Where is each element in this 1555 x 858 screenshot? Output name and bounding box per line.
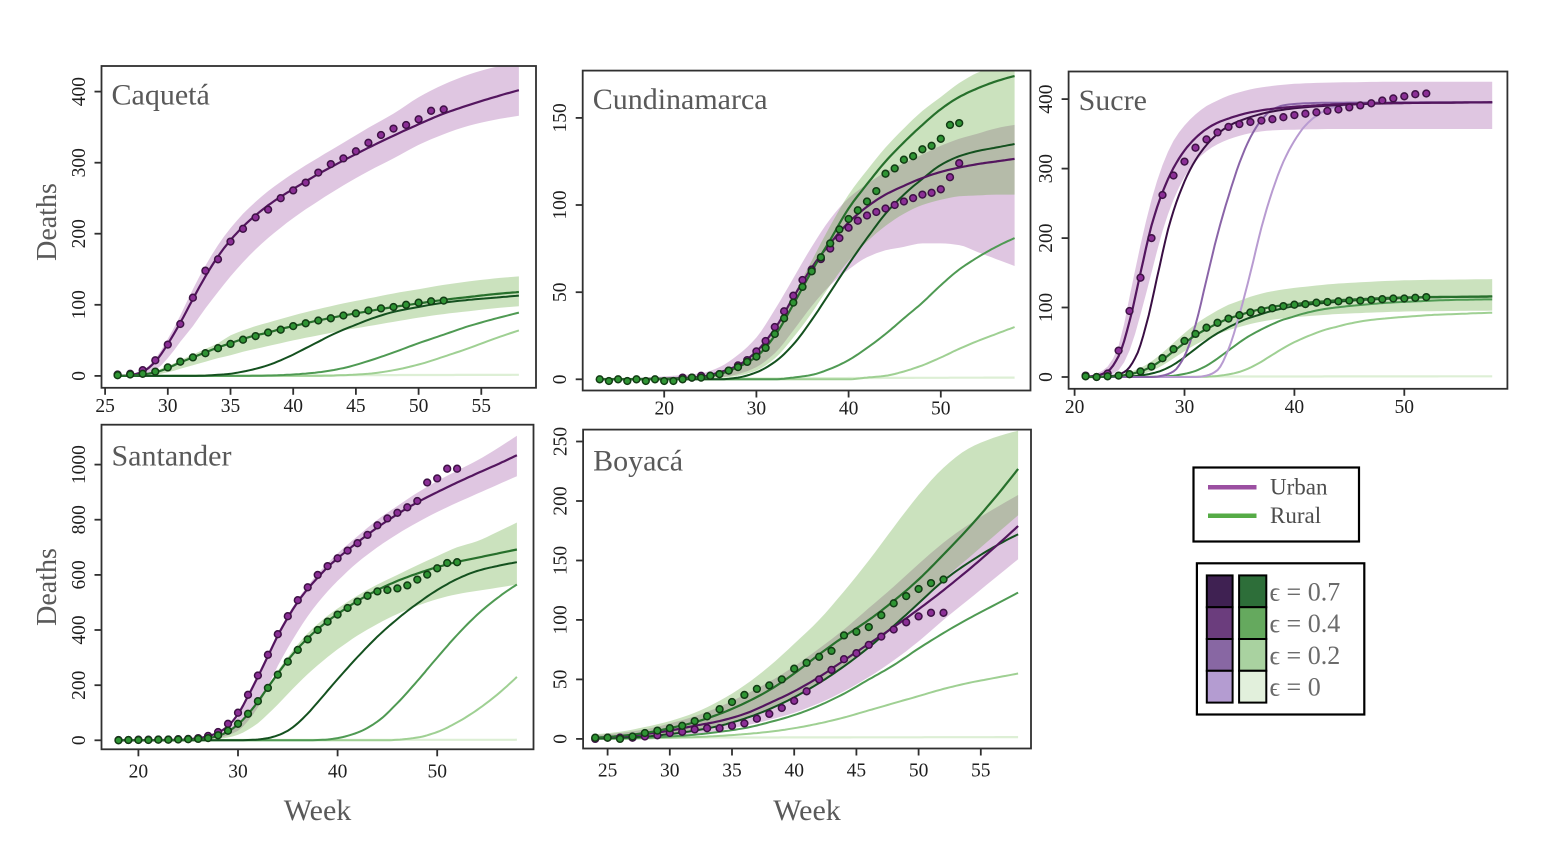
svg-text:30: 30	[660, 761, 680, 782]
svg-text:50: 50	[931, 399, 951, 420]
svg-text:50: 50	[409, 396, 429, 417]
svg-text:0: 0	[1036, 372, 1057, 382]
svg-text:Sucre: Sucre	[1079, 84, 1147, 117]
svg-text:400: 400	[1036, 84, 1057, 113]
svg-text:400: 400	[69, 615, 90, 644]
svg-text:800: 800	[69, 505, 90, 534]
svg-text:50: 50	[1395, 397, 1415, 418]
svg-text:200: 200	[69, 671, 90, 700]
svg-text:40: 40	[784, 761, 804, 782]
svg-text:ϵ = 0.7: ϵ = 0.7	[1270, 577, 1341, 606]
svg-text:1000: 1000	[69, 445, 90, 484]
svg-text:Cundinamarca: Cundinamarca	[593, 83, 768, 116]
svg-text:150: 150	[550, 103, 571, 132]
svg-text:Deaths: Deaths	[32, 548, 63, 626]
svg-text:Rural: Rural	[1270, 503, 1321, 528]
svg-text:40: 40	[1285, 397, 1305, 418]
svg-text:Deaths: Deaths	[32, 183, 63, 261]
svg-text:50: 50	[909, 761, 929, 782]
svg-text:35: 35	[722, 761, 742, 782]
svg-text:50: 50	[550, 282, 571, 302]
svg-text:30: 30	[1175, 397, 1195, 418]
svg-text:300: 300	[1036, 154, 1057, 183]
svg-text:30: 30	[228, 761, 248, 782]
svg-text:30: 30	[158, 396, 178, 417]
svg-text:100: 100	[550, 190, 571, 219]
svg-text:25: 25	[598, 761, 618, 782]
svg-text:ϵ = 0: ϵ = 0	[1270, 673, 1321, 702]
svg-text:200: 200	[69, 219, 90, 248]
svg-text:35: 35	[221, 396, 241, 417]
svg-text:55: 55	[472, 396, 492, 417]
svg-text:55: 55	[971, 761, 991, 782]
svg-text:20: 20	[654, 399, 674, 420]
svg-text:40: 40	[283, 396, 303, 417]
svg-text:ϵ = 0.4: ϵ = 0.4	[1270, 609, 1341, 638]
svg-text:50: 50	[427, 761, 447, 782]
svg-text:Week: Week	[773, 794, 841, 827]
svg-text:100: 100	[69, 290, 90, 319]
svg-text:400: 400	[69, 77, 90, 106]
svg-text:Santander: Santander	[112, 440, 232, 473]
svg-text:45: 45	[847, 761, 867, 782]
svg-text:Boyacá: Boyacá	[593, 445, 683, 478]
svg-text:ϵ = 0.2: ϵ = 0.2	[1270, 641, 1341, 670]
svg-text:150: 150	[551, 546, 572, 575]
svg-text:Urban: Urban	[1270, 475, 1328, 500]
svg-text:30: 30	[747, 399, 767, 420]
svg-text:250: 250	[551, 427, 572, 456]
svg-text:45: 45	[346, 396, 366, 417]
svg-text:Week: Week	[284, 794, 352, 827]
svg-text:100: 100	[1036, 293, 1057, 322]
svg-text:0: 0	[69, 735, 90, 745]
svg-text:25: 25	[95, 396, 115, 417]
svg-text:40: 40	[839, 399, 859, 420]
svg-text:50: 50	[551, 670, 572, 690]
svg-text:0: 0	[550, 374, 571, 384]
svg-text:20: 20	[129, 761, 149, 782]
svg-text:200: 200	[551, 486, 572, 515]
svg-text:600: 600	[69, 560, 90, 589]
svg-text:0: 0	[69, 371, 90, 381]
svg-text:20: 20	[1065, 397, 1085, 418]
svg-text:200: 200	[1036, 223, 1057, 252]
svg-text:100: 100	[551, 605, 572, 634]
svg-text:40: 40	[328, 761, 348, 782]
svg-text:0: 0	[551, 734, 572, 744]
svg-text:Caquetá: Caquetá	[112, 79, 210, 112]
svg-text:300: 300	[69, 148, 90, 177]
